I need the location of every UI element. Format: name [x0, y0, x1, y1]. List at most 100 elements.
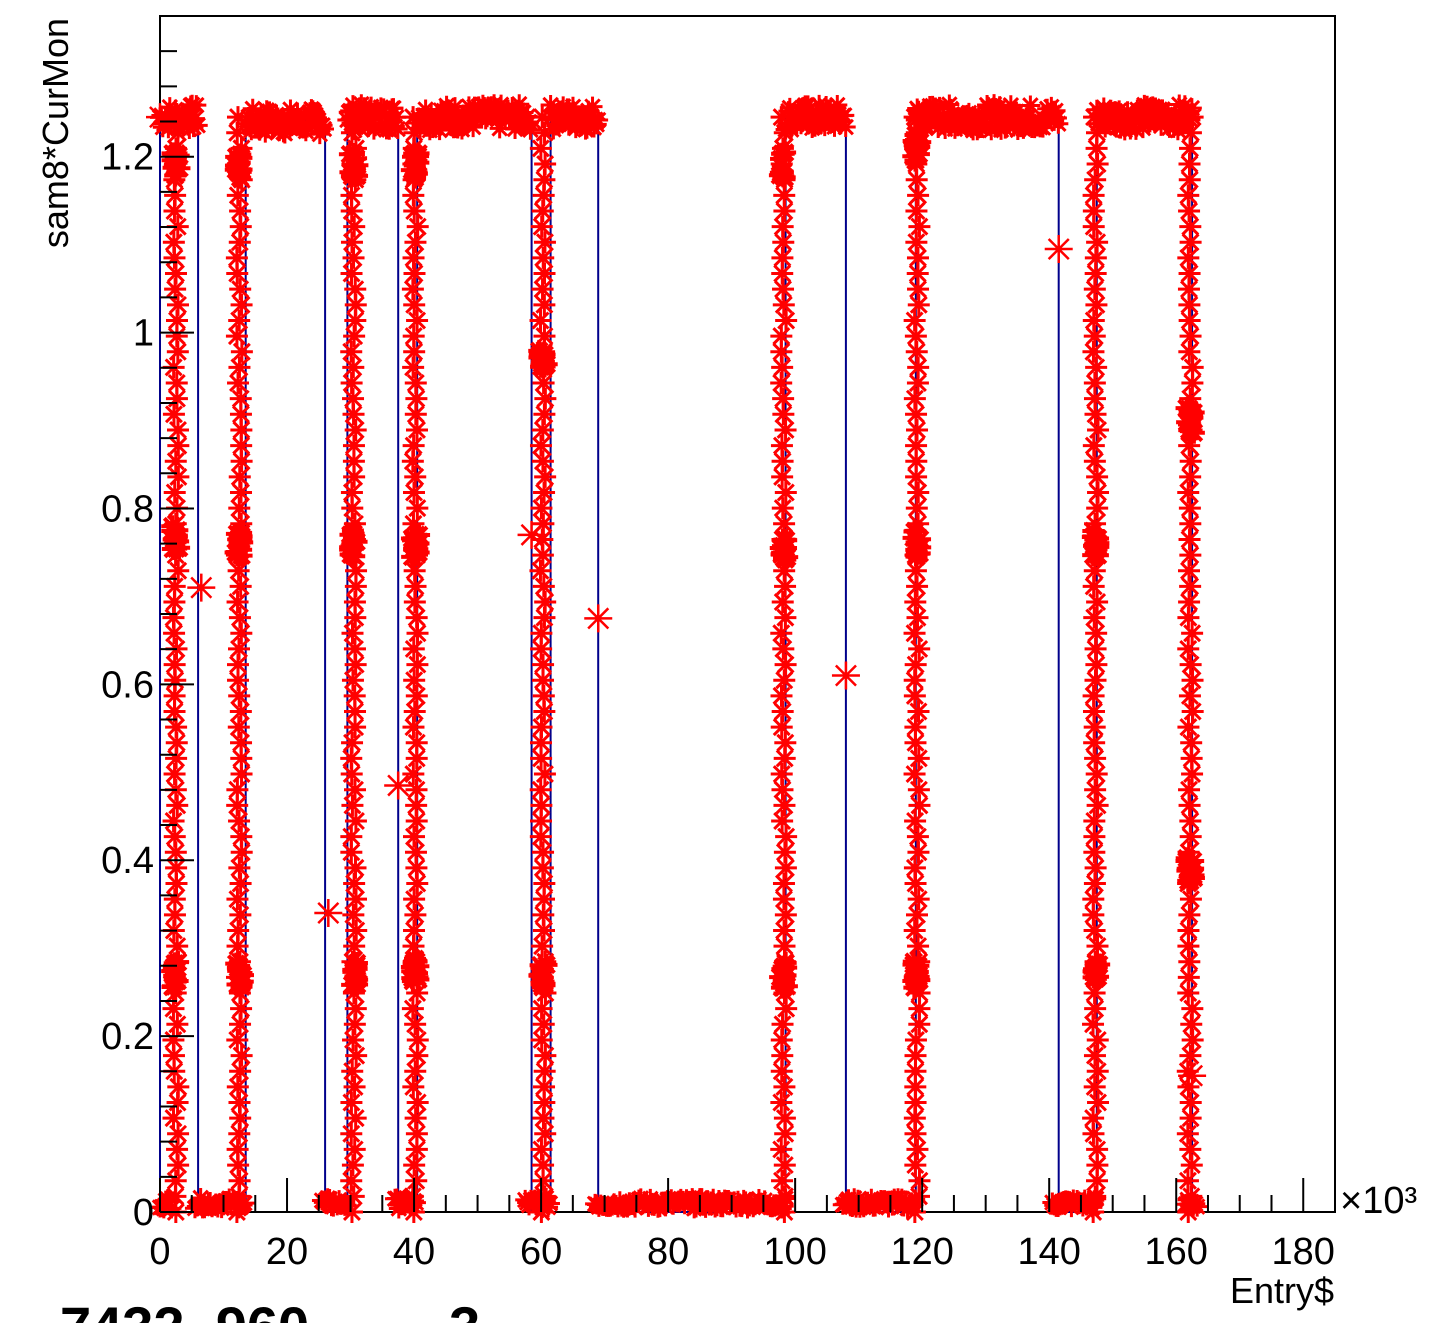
- data-point: [344, 575, 367, 598]
- data-point: [905, 168, 928, 191]
- data-point: [401, 450, 424, 473]
- data-point: [773, 794, 796, 817]
- data-point: [1180, 747, 1203, 770]
- data-point: [532, 1154, 555, 1177]
- data-point: [402, 763, 425, 786]
- data-point: [1181, 106, 1204, 129]
- data-point: [229, 903, 252, 926]
- y-tick-label: 1: [133, 313, 154, 355]
- data-point: [774, 418, 797, 441]
- data-point: [530, 809, 553, 832]
- data-point: [340, 747, 363, 770]
- data-point: [1093, 97, 1114, 118]
- data-point: [1178, 168, 1201, 191]
- data-point: [533, 700, 556, 723]
- data-point: [533, 168, 556, 191]
- data-point: [773, 121, 796, 144]
- data-point: [773, 1107, 796, 1130]
- data-point: [342, 450, 365, 473]
- data-point: [1083, 825, 1106, 848]
- data-point: [1087, 418, 1110, 441]
- axes-layer: 0 0.2 0.4 0.6 0.8 1 1.2 0 20 40 60 80 100 120 140 160 18…: [101, 15, 1336, 1273]
- data-point: [1179, 653, 1202, 676]
- data-point: [584, 604, 613, 633]
- data-point: [402, 246, 425, 269]
- data-point: [403, 293, 426, 316]
- data-point: [340, 340, 363, 363]
- data-point: [340, 481, 363, 504]
- data-point: [1084, 1185, 1107, 1208]
- data-point: [162, 606, 185, 629]
- data-point: [405, 1122, 428, 1145]
- data-point: [166, 935, 189, 958]
- data-point: [1044, 235, 1073, 264]
- data-point: [771, 778, 794, 801]
- x-tick-label: 80: [647, 1231, 689, 1273]
- data-point: [341, 1060, 364, 1083]
- data-point: [342, 1185, 365, 1208]
- data-point: [1178, 309, 1201, 332]
- data-point: [908, 542, 931, 565]
- data-point: [165, 872, 188, 895]
- data-point: [774, 606, 797, 629]
- data-point: [903, 1107, 926, 1130]
- data-point: [404, 1013, 427, 1036]
- data-point: [1177, 982, 1200, 1005]
- data-point: [908, 1185, 931, 1208]
- data-point: [907, 481, 930, 504]
- data-point: [903, 130, 926, 153]
- data-point: [404, 164, 427, 187]
- data-point: [230, 972, 253, 995]
- data-point: [775, 825, 798, 848]
- data-point: [582, 96, 603, 117]
- data-point: [771, 262, 794, 285]
- data-point: [1083, 982, 1106, 1005]
- data-point: [773, 935, 796, 958]
- data-point: [1177, 919, 1200, 942]
- data-point: [166, 1013, 189, 1036]
- data-point: [406, 622, 429, 645]
- data-point: [530, 747, 553, 770]
- data-point: [276, 111, 305, 140]
- data-point: [402, 527, 425, 550]
- data-point: [1179, 121, 1202, 144]
- x-tick-label: 60: [520, 1231, 562, 1273]
- data-point: [770, 763, 793, 786]
- data-point: [772, 278, 795, 301]
- data-point: [1177, 966, 1200, 989]
- data-point: [1083, 841, 1106, 864]
- data-point: [406, 1044, 429, 1067]
- data-point: [228, 637, 251, 660]
- data-point: [531, 199, 554, 222]
- data-point: [904, 325, 927, 348]
- data-point: [831, 661, 860, 690]
- data-point: [771, 450, 794, 473]
- data-point: [770, 976, 793, 999]
- data-point: [344, 778, 367, 801]
- data-point: [904, 1122, 927, 1145]
- data-point: [405, 1169, 428, 1192]
- data-point: [531, 418, 554, 441]
- data-point: [405, 778, 428, 801]
- data-point: [163, 975, 186, 998]
- data-point: [342, 356, 365, 379]
- data-point: [1084, 542, 1107, 565]
- data-point: [906, 262, 929, 285]
- data-point: [227, 669, 250, 692]
- data-point: [904, 809, 927, 832]
- data-point: [905, 231, 928, 254]
- data-point: [402, 325, 425, 348]
- data-point: [1083, 372, 1106, 395]
- data-point: [774, 575, 797, 598]
- data-point: [532, 246, 555, 269]
- data-point: [226, 778, 249, 801]
- data-point: [402, 512, 425, 535]
- data-point: [771, 1044, 794, 1067]
- data-point: [405, 684, 428, 707]
- data-point: [342, 903, 365, 926]
- data-point: [1082, 1122, 1105, 1145]
- data-point: [1181, 700, 1204, 723]
- data-point: [165, 856, 188, 879]
- data-point: [906, 575, 929, 598]
- data-point: [402, 935, 425, 958]
